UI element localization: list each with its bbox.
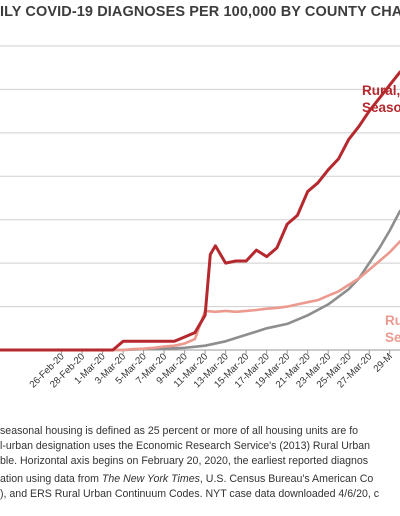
source-text: ation using data from [0, 473, 102, 485]
source-line: ation using data from The New York Times… [0, 472, 400, 487]
chart-notes: seasonal housing is defined as 25 percen… [0, 424, 400, 470]
source-text: ), and ERS Rural Urban Continuum Codes. … [0, 488, 380, 501]
line-chart: 26-Feb-2028-Feb-201-Mar-203-Mar-205-Mar-… [0, 45, 400, 390]
chart-source: ation using data from The New York Times… [0, 472, 400, 502]
series-label: Rural, I [362, 83, 400, 98]
source-line: ), and ERS Rural Urban Continuum Codes. … [0, 487, 400, 502]
x-axis-ticks: 26-Feb-2028-Feb-201-Mar-203-Mar-205-Mar-… [28, 350, 395, 390]
source-text: , U.S. Census Bureau's American Co [199, 473, 374, 485]
series-line [0, 70, 400, 352]
note-line: ble. Horizontal axis begins on February … [0, 455, 369, 468]
series-line [0, 209, 400, 352]
series-lines [0, 70, 400, 352]
series-label: Rur [385, 313, 400, 328]
note-line: seasonal housing is defined as 25 percen… [0, 425, 359, 437]
series-label: Se [385, 330, 400, 345]
chart-title: ILY COVID-19 DIAGNOSES PER 100,000 BY CO… [0, 4, 400, 20]
x-tick-label: 29-M [372, 351, 395, 374]
grid-lines [0, 45, 400, 351]
note-line: l-urban designation uses the Economic Re… [0, 440, 371, 453]
series-labels: Rural, I Season Rur Se [362, 83, 400, 345]
series-label: Season [362, 100, 400, 115]
source-publication: The New York Times [101, 473, 200, 485]
series-line [0, 240, 400, 352]
